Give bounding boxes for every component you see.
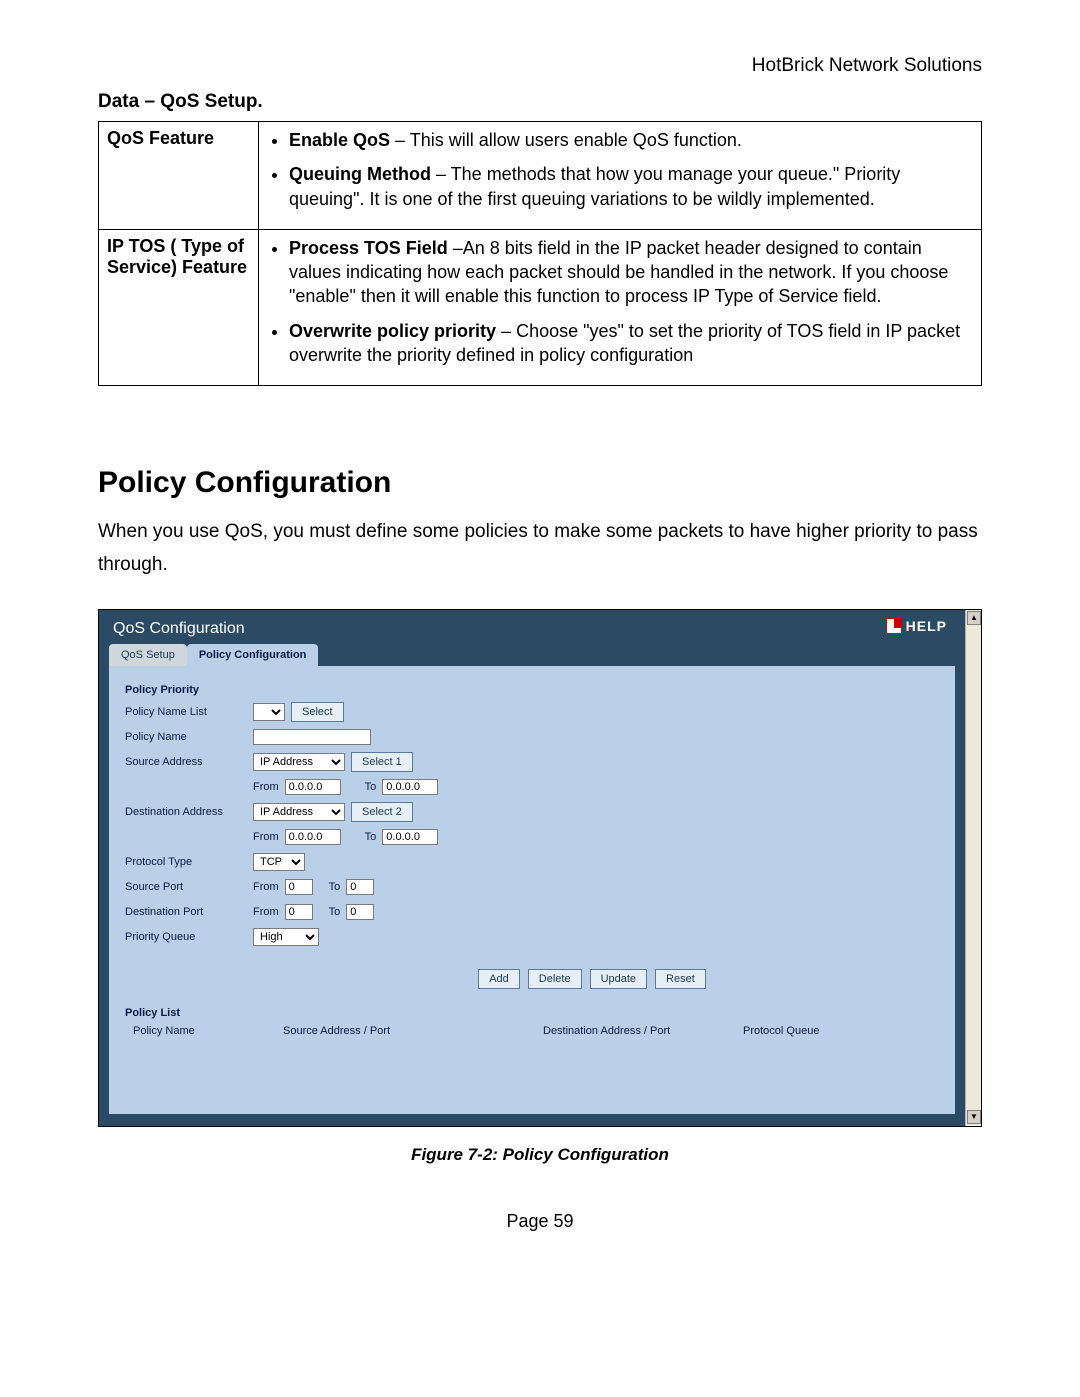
- label-destination-port: Destination Port: [125, 906, 253, 918]
- scroll-down-icon[interactable]: ▼: [967, 1110, 981, 1124]
- label-priority-queue: Priority Queue: [125, 931, 253, 943]
- help-button[interactable]: HELP: [886, 618, 947, 634]
- source-port-to-input[interactable]: [346, 879, 374, 895]
- tab-qos-setup[interactable]: QoS Setup: [109, 644, 187, 666]
- from-label: From: [253, 831, 279, 843]
- label-policy-name: Policy Name: [125, 731, 253, 743]
- delete-button[interactable]: Delete: [528, 969, 582, 989]
- row-label: QoS Feature: [99, 122, 259, 230]
- table-row: QoS Feature Enable QoS – This will allow…: [99, 122, 982, 230]
- to-label: To: [329, 881, 341, 893]
- help-icon: [886, 618, 902, 634]
- doc-company-header: HotBrick Network Solutions: [98, 55, 982, 77]
- scroll-up-icon[interactable]: ▲: [967, 611, 981, 625]
- label-destination-address: Destination Address: [125, 806, 253, 818]
- policy-config-screenshot: QoS Configuration HELP QoS Setup Policy …: [98, 609, 982, 1127]
- row-content: Process TOS Field –An 8 bits field in th…: [259, 229, 982, 385]
- dest-port-from-input[interactable]: [285, 904, 313, 920]
- policy-priority-heading: Policy Priority: [125, 684, 939, 696]
- select1-button[interactable]: Select 1: [351, 752, 413, 772]
- tab-policy-configuration[interactable]: Policy Configuration: [187, 644, 319, 666]
- page-number: Page 59: [98, 1211, 982, 1232]
- policy-list-heading: Policy List: [125, 1007, 939, 1019]
- policy-list-header: Policy Name Source Address / Port Destin…: [125, 1025, 939, 1037]
- dest-address-type-select[interactable]: IP Address: [253, 803, 345, 821]
- add-button[interactable]: Add: [478, 969, 520, 989]
- protocol-type-select[interactable]: TCP: [253, 853, 305, 871]
- figure-caption: Figure 7-2: Policy Configuration: [98, 1145, 982, 1165]
- priority-queue-select[interactable]: High: [253, 928, 319, 946]
- from-label: From: [253, 881, 279, 893]
- label-source-address: Source Address: [125, 756, 253, 768]
- policy-name-list-select[interactable]: [253, 703, 285, 721]
- source-from-input[interactable]: [285, 779, 341, 795]
- heading-policy-configuration: Policy Configuration: [98, 466, 982, 500]
- table-row: IP TOS ( Type of Service) Feature Proces…: [99, 229, 982, 385]
- update-button[interactable]: Update: [590, 969, 647, 989]
- source-to-input[interactable]: [382, 779, 438, 795]
- dest-from-input[interactable]: [285, 829, 341, 845]
- label-policy-name-list: Policy Name List: [125, 706, 253, 718]
- section-title: Data – QoS Setup.: [98, 91, 982, 113]
- from-label: From: [253, 781, 279, 793]
- vertical-scrollbar[interactable]: ▲ ▼: [965, 610, 981, 1126]
- dest-port-to-input[interactable]: [346, 904, 374, 920]
- to-label: To: [329, 906, 341, 918]
- col-proto-queue: Protocol Queue: [743, 1025, 853, 1037]
- panel-title: QoS Configuration: [99, 610, 965, 644]
- source-address-type-select[interactable]: IP Address: [253, 753, 345, 771]
- label-source-port: Source Port: [125, 881, 253, 893]
- row-content: Enable QoS – This will allow users enabl…: [259, 122, 982, 230]
- col-source: Source Address / Port: [283, 1025, 543, 1037]
- dest-to-input[interactable]: [382, 829, 438, 845]
- from-label: From: [253, 906, 279, 918]
- reset-button[interactable]: Reset: [655, 969, 706, 989]
- label-protocol-type: Protocol Type: [125, 856, 253, 868]
- to-label: To: [365, 831, 377, 843]
- select2-button[interactable]: Select 2: [351, 802, 413, 822]
- row-label: IP TOS ( Type of Service) Feature: [99, 229, 259, 385]
- col-policy-name: Policy Name: [133, 1025, 283, 1037]
- to-label: To: [365, 781, 377, 793]
- col-dest: Destination Address / Port: [543, 1025, 743, 1037]
- policy-name-input[interactable]: [253, 729, 371, 745]
- source-port-from-input[interactable]: [285, 879, 313, 895]
- help-label: HELP: [906, 618, 947, 634]
- select-button[interactable]: Select: [291, 702, 344, 722]
- body-paragraph: When you use QoS, you must define some p…: [98, 516, 982, 581]
- definition-table: QoS Feature Enable QoS – This will allow…: [98, 121, 982, 386]
